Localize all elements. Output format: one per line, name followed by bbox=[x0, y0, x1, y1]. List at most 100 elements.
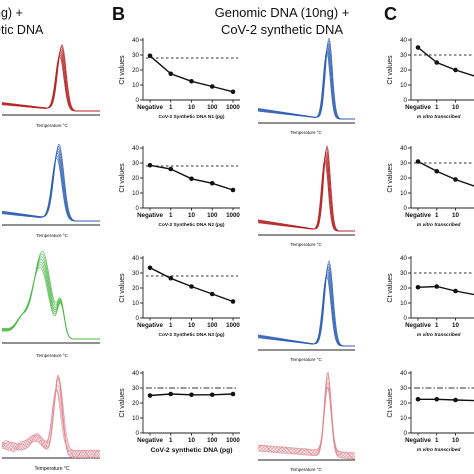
melt-curves-b4 bbox=[257, 371, 356, 460]
melt-trace bbox=[257, 260, 355, 347]
y-tick-label: 0 bbox=[404, 430, 408, 437]
y-axis-label: Ct values bbox=[119, 388, 126, 418]
y-axis-label: Ct values bbox=[387, 273, 394, 303]
y-tick-label: 10 bbox=[132, 300, 139, 307]
data-point bbox=[168, 275, 174, 281]
melt-trace bbox=[257, 36, 355, 120]
x-tick-label: 10 bbox=[452, 212, 459, 219]
data-point bbox=[230, 299, 236, 304]
series-line bbox=[417, 160, 474, 187]
y-tick-label: 10 bbox=[400, 190, 407, 197]
y-tick-label: 10 bbox=[400, 300, 407, 307]
x-tick-label: Negative bbox=[137, 104, 163, 111]
data-point bbox=[434, 284, 440, 289]
melt-curve-b1: Temperature °C bbox=[257, 36, 355, 135]
ct-chart-b-2: 0 10 20 30 40 Ct values Negative 1 10 100 1000CoV-… bbox=[119, 145, 240, 228]
y-tick-label: 0 bbox=[136, 315, 140, 322]
melt-trace bbox=[1, 378, 101, 459]
melt-trace bbox=[257, 49, 355, 120]
melt-trace bbox=[1, 250, 100, 340]
melt-trace bbox=[1, 46, 100, 112]
melt-trace bbox=[257, 52, 355, 120]
x-tick-label: Negative bbox=[137, 322, 163, 329]
melt-trace bbox=[1, 389, 101, 459]
melt-trace bbox=[1, 376, 101, 459]
x-tick-label: 10 bbox=[188, 322, 195, 329]
y-tick-label: 0 bbox=[404, 97, 408, 104]
melt-xlabel-a1: Temperature °C bbox=[36, 123, 68, 128]
melt-trace bbox=[257, 371, 356, 460]
data-point bbox=[434, 168, 440, 174]
y-tick-label: 0 bbox=[136, 97, 140, 104]
x-axis-label: In vitro transcribed bbox=[417, 332, 462, 338]
data-point bbox=[230, 89, 236, 95]
panel-b-title-line-2: CoV-2 synthetic DNA bbox=[221, 22, 343, 37]
y-axis-label: Ct values bbox=[119, 273, 126, 303]
x-tick-label: Negative bbox=[405, 437, 431, 444]
ct-chart-b-1: 0 10 20 30 40 Ct values Negative 1 10 100 1000CoV-… bbox=[119, 37, 240, 120]
y-tick-label: 40 bbox=[132, 255, 139, 262]
y-tick-label: 40 bbox=[400, 255, 407, 262]
melt-curve-a4: Temperature °C bbox=[1, 375, 101, 472]
melt-curve-b2: Temperature °C bbox=[257, 144, 355, 247]
y-tick-label: 10 bbox=[132, 82, 139, 89]
x-tick-label: 10 bbox=[188, 104, 195, 111]
data-point bbox=[453, 397, 458, 403]
x-axis-label: CoV-2 Synthetic DNA N2 (pg) bbox=[159, 222, 225, 228]
x-tick-label: 100 bbox=[207, 212, 218, 219]
data-point bbox=[453, 288, 458, 294]
data-point bbox=[434, 396, 440, 402]
x-tick-label: 10 bbox=[452, 104, 459, 111]
x-axis-label: In vitro transcribed bbox=[417, 114, 462, 120]
melt-trace bbox=[257, 40, 355, 120]
y-tick-label: 30 bbox=[400, 270, 407, 277]
y-tick-label: 30 bbox=[132, 160, 139, 167]
melt-trace bbox=[1, 44, 100, 112]
ct-chart-c-2: 0 10 20 30 40 Ct values Negative 1 10 In vitro tr… bbox=[387, 145, 474, 228]
ct-chart-c-3: 0 10 20 30 40 Ct values Negative 1 10 In vitro tr… bbox=[387, 255, 474, 338]
y-tick-label: 20 bbox=[132, 67, 139, 74]
melt-curves-b1 bbox=[257, 36, 355, 120]
y-tick-label: 40 bbox=[132, 370, 139, 377]
melt-trace bbox=[257, 155, 355, 232]
melt-curve-b3: Temperature °C bbox=[257, 260, 355, 362]
x-tick-label: 1000 bbox=[226, 322, 240, 329]
y-tick-label: 10 bbox=[400, 82, 407, 89]
melt-trace bbox=[1, 258, 100, 340]
y-tick-label: 20 bbox=[400, 175, 407, 182]
melt-curves-b2 bbox=[257, 144, 355, 232]
panel-b-letter: B bbox=[112, 4, 125, 24]
y-tick-label: 30 bbox=[132, 52, 139, 59]
series-line bbox=[418, 398, 474, 402]
data-point bbox=[147, 53, 153, 59]
series-line bbox=[149, 55, 234, 93]
data-point bbox=[230, 187, 236, 193]
x-axis-label: CoV-2 Synthetic DNA N3 (pg) bbox=[159, 332, 225, 338]
melt-trace bbox=[257, 271, 355, 347]
y-tick-label: 0 bbox=[136, 205, 140, 212]
melt-curve-a1: Temperature °C bbox=[1, 44, 100, 128]
data-point bbox=[453, 67, 458, 73]
data-point bbox=[189, 176, 194, 182]
y-tick-label: 10 bbox=[132, 415, 139, 422]
melt-curve-a2: Temperature °C bbox=[1, 143, 100, 238]
x-tick-label: 1000 bbox=[226, 437, 240, 444]
data-point bbox=[189, 78, 194, 84]
melt-trace bbox=[1, 384, 101, 459]
y-tick-label: 40 bbox=[400, 145, 407, 152]
y-tick-label: 30 bbox=[400, 52, 407, 59]
data-point bbox=[147, 265, 153, 271]
data-point bbox=[453, 177, 458, 182]
melt-xlabel-a2: Temperature °C bbox=[36, 233, 68, 238]
y-tick-label: 20 bbox=[132, 175, 139, 182]
x-tick-label: 1 bbox=[169, 322, 173, 329]
y-tick-label: 0 bbox=[404, 315, 408, 322]
y-tick-label: 30 bbox=[132, 270, 139, 277]
x-tick-label: Negative bbox=[405, 104, 431, 111]
x-tick-label: Negative bbox=[405, 322, 431, 329]
ct-chart-c-4: 0 10 20 30 40 Ct values Negative 1 10 In vitro tr… bbox=[387, 370, 474, 453]
data-point bbox=[415, 159, 421, 164]
melt-trace bbox=[257, 265, 355, 347]
data-point bbox=[168, 391, 174, 397]
